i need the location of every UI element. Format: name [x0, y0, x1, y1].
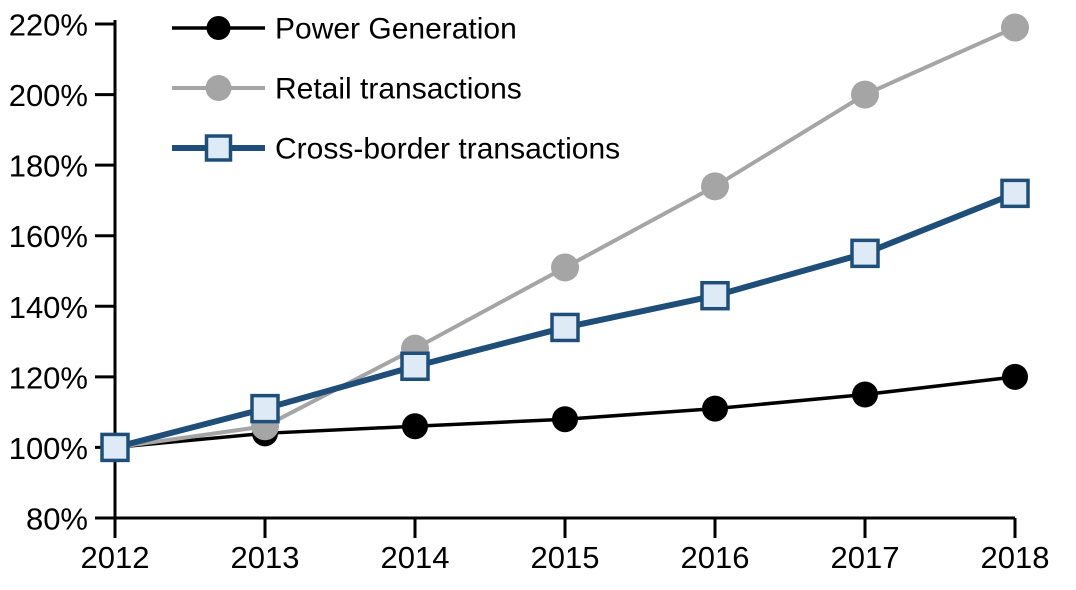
legend-marker-retail-transactions	[205, 75, 232, 101]
marker-retail-transactions-2018	[1001, 13, 1029, 42]
x-tick-label: 2017	[831, 540, 900, 575]
x-tick-label: 2015	[531, 540, 600, 575]
y-tick-label: 220%	[9, 8, 88, 43]
marker-power-generation-2014	[402, 413, 428, 440]
marker-cross-border-transactions-2012	[100, 432, 130, 463]
y-tick-label: 160%	[9, 219, 88, 254]
legend-label-cross-border-transactions: Cross-border transactions	[275, 133, 620, 166]
y-tick-label: 80%	[26, 502, 88, 537]
marker-power-generation-2016	[702, 395, 728, 422]
legend-marker-cross-border-transactions	[204, 134, 233, 162]
y-tick-label: 180%	[9, 149, 88, 184]
marker-power-generation-2018	[1002, 363, 1028, 390]
marker-cross-border-transactions-2013	[250, 393, 280, 424]
y-tick-label: 100%	[9, 431, 88, 466]
marker-cross-border-transactions-2016	[700, 280, 730, 311]
marker-cross-border-transactions-2015	[550, 312, 580, 343]
marker-cross-border-transactions-2014	[400, 351, 430, 382]
y-tick-label: 120%	[9, 360, 88, 395]
legend-marker-power-generation	[206, 16, 231, 40]
y-tick-label: 140%	[9, 290, 88, 325]
marker-retail-transactions-2016	[701, 172, 729, 201]
x-tick-label: 2016	[681, 540, 750, 575]
marker-retail-transactions-2015	[551, 253, 579, 282]
x-tick-label: 2014	[381, 540, 450, 575]
marker-cross-border-transactions-2018	[1000, 178, 1030, 209]
marker-cross-border-transactions-2017	[850, 238, 880, 269]
marker-power-generation-2017	[852, 381, 878, 408]
legend-label-retail-transactions: Retail transactions	[275, 73, 522, 106]
legend-label-power-generation: Power Generation	[275, 13, 517, 46]
marker-power-generation-2015	[552, 406, 578, 433]
x-tick-label: 2012	[81, 540, 150, 575]
y-tick-label: 200%	[9, 78, 88, 113]
x-tick-label: 2018	[981, 540, 1050, 575]
series-line-retail-transactions	[114, 25, 1016, 450]
x-tick-label: 2013	[231, 540, 300, 575]
marker-retail-transactions-2017	[851, 80, 879, 109]
